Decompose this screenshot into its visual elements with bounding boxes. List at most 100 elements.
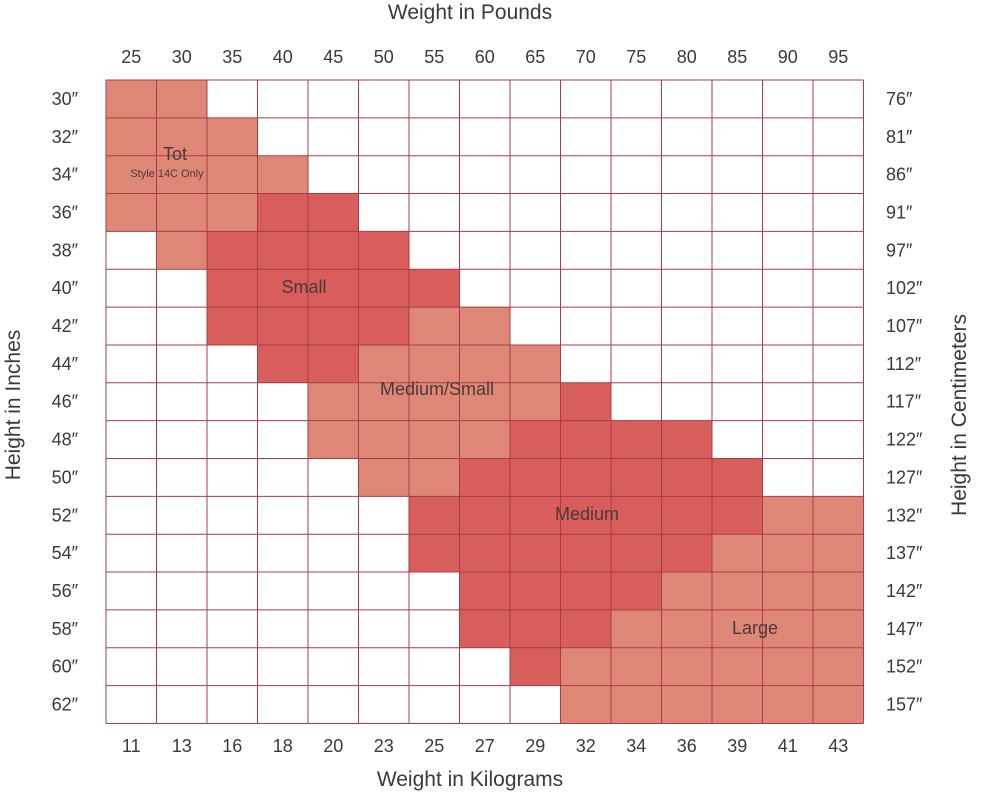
cell-large: [712, 685, 763, 724]
cell-empty: [813, 458, 864, 497]
cell-empty: [409, 647, 460, 686]
cell-large: [762, 572, 813, 610]
tick-kilograms: 27: [475, 736, 495, 756]
cell-empty: [560, 307, 611, 345]
cell-medium: [560, 496, 611, 535]
tick-kilograms: 18: [273, 736, 293, 756]
cell-empty: [358, 534, 409, 573]
cell-empty: [510, 269, 561, 308]
cell-empty: [459, 269, 510, 308]
cell-empty: [257, 382, 308, 421]
cell-empty: [156, 458, 207, 497]
cell-empty: [409, 193, 460, 232]
cell-empty: [712, 382, 763, 421]
cell-empty: [207, 80, 258, 118]
cell-medium: [611, 496, 662, 535]
tick-pounds: 60: [475, 47, 495, 67]
cell-empty: [156, 609, 207, 648]
cell-large: [712, 647, 763, 686]
tick-inches: 56″: [52, 581, 79, 601]
cell-empty: [257, 534, 308, 573]
cell-large: [762, 685, 813, 724]
tick-kilograms: 41: [778, 736, 798, 756]
cell-empty: [712, 80, 763, 118]
cell-large: [560, 647, 611, 686]
cell-empty: [611, 80, 662, 118]
cell-empty: [510, 155, 561, 194]
cell-medium: [560, 534, 611, 573]
cell-large: [813, 609, 864, 648]
cell-small: [257, 269, 308, 308]
tick-centimeters: 97″: [886, 240, 913, 260]
cell-tot: [156, 155, 207, 194]
cell-small: [308, 193, 359, 232]
cell-large: [611, 647, 662, 686]
region-label-small: Small: [281, 277, 326, 297]
cell-empty: [257, 647, 308, 686]
cell-tot: [257, 155, 308, 194]
cell-empty: [712, 269, 763, 308]
cell-empty: [156, 420, 207, 459]
cell-medium: [560, 420, 611, 459]
tick-labels: 25 30 35 40 45 50 55 60 65 70 75 80 85 90 95 11 13 16 18 20…: [52, 47, 923, 756]
tick-pounds: 30: [172, 47, 192, 67]
tick-centimeters: 147″: [886, 619, 923, 639]
cell-tot: [156, 117, 207, 156]
tick-inches: 32″: [52, 127, 79, 147]
cell-empty: [762, 231, 813, 270]
cell-tot: [106, 193, 157, 232]
cell-empty: [207, 685, 258, 724]
cell-empty: [459, 685, 510, 724]
cell-empty: [207, 534, 258, 573]
cell-empty: [358, 496, 409, 535]
cell-medium: [712, 458, 763, 497]
cell-empty: [106, 307, 157, 345]
cell-medium-small: [409, 307, 460, 345]
tick-pounds: 55: [424, 47, 444, 67]
tick-kilograms: 32: [576, 736, 596, 756]
cell-small: [358, 231, 409, 270]
cell-empty: [712, 420, 763, 459]
cell-empty: [611, 269, 662, 308]
cell-medium-small: [459, 382, 510, 421]
cell-empty: [156, 647, 207, 686]
cell-empty: [661, 269, 712, 308]
tick-centimeters: 91″: [886, 202, 913, 222]
title-bottom: Weight in Kilograms: [377, 768, 563, 791]
tick-pounds: 50: [374, 47, 394, 67]
cell-medium: [560, 572, 611, 610]
tick-centimeters: 122″: [886, 430, 923, 450]
cell-empty: [560, 269, 611, 308]
cell-empty: [712, 155, 763, 194]
cell-empty: [308, 647, 359, 686]
cell-empty: [459, 193, 510, 232]
tick-centimeters: 86″: [886, 165, 913, 185]
cell-medium: [510, 420, 561, 459]
tick-centimeters: 157″: [886, 695, 923, 715]
cell-medium: [560, 609, 611, 648]
tick-centimeters: 112″: [886, 354, 922, 374]
cell-empty: [661, 307, 712, 345]
tick-kilograms: 43: [828, 736, 848, 756]
cell-empty: [257, 80, 308, 118]
title-left: Height in Inches: [2, 330, 25, 481]
cell-empty: [762, 458, 813, 497]
tick-inches: 34″: [52, 165, 79, 185]
cell-medium: [661, 534, 712, 573]
cell-empty: [762, 80, 813, 118]
cell-empty: [308, 80, 359, 118]
cell-tot: [106, 80, 157, 118]
cell-empty: [611, 231, 662, 270]
cell-medium-small: [308, 382, 359, 421]
tick-inches: 30″: [52, 89, 79, 109]
tick-pounds: 35: [222, 47, 242, 67]
cell-empty: [661, 193, 712, 232]
cell-empty: [611, 307, 662, 345]
cell-medium-small: [510, 344, 561, 383]
cell-empty: [308, 609, 359, 648]
cell-empty: [661, 155, 712, 194]
cell-small: [308, 231, 359, 270]
cell-medium: [712, 496, 763, 535]
cell-empty: [308, 458, 359, 497]
tick-pounds: 75: [626, 47, 646, 67]
